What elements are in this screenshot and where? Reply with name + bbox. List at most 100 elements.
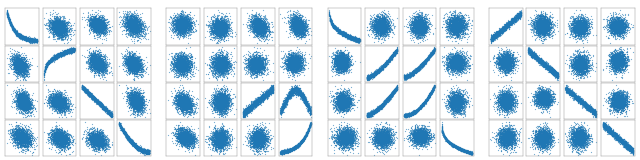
Point xyxy=(16,140,26,143)
Point xyxy=(124,64,134,66)
Point xyxy=(365,113,375,115)
Point xyxy=(616,102,626,105)
Point xyxy=(442,62,452,65)
Point xyxy=(45,132,55,135)
Point xyxy=(45,99,55,101)
Point xyxy=(424,97,434,100)
Point xyxy=(417,104,428,107)
Point xyxy=(502,142,512,144)
Point xyxy=(334,102,344,104)
Point xyxy=(89,97,99,99)
Point xyxy=(424,95,434,97)
Point xyxy=(331,68,341,70)
Point xyxy=(179,18,189,21)
Point xyxy=(611,101,621,104)
Point xyxy=(504,131,514,133)
Point xyxy=(134,98,144,101)
Point xyxy=(176,29,186,32)
Point xyxy=(341,102,351,104)
Point xyxy=(379,65,389,67)
Point xyxy=(529,101,540,103)
Point xyxy=(127,35,138,37)
Point xyxy=(618,24,628,26)
Point xyxy=(543,91,554,93)
Point xyxy=(128,30,138,32)
Point xyxy=(549,71,559,74)
Point xyxy=(93,59,103,61)
Point xyxy=(67,49,77,52)
Point xyxy=(18,107,28,110)
Point xyxy=(428,50,438,53)
Point xyxy=(416,27,426,29)
Point xyxy=(265,87,275,89)
Point xyxy=(373,31,383,34)
Point xyxy=(238,110,248,113)
Point xyxy=(6,25,17,27)
Point xyxy=(60,51,70,53)
Point xyxy=(42,65,52,68)
Point xyxy=(415,65,425,68)
Point xyxy=(212,139,223,141)
Point xyxy=(491,33,501,36)
Point xyxy=(141,150,151,152)
Point xyxy=(92,100,102,103)
Point xyxy=(334,98,344,100)
Point xyxy=(579,19,589,22)
Point xyxy=(619,27,629,30)
Point xyxy=(451,59,461,61)
Point xyxy=(259,140,269,142)
Point xyxy=(405,75,415,77)
Point xyxy=(249,62,259,65)
Point xyxy=(21,99,31,102)
Point xyxy=(217,58,227,61)
Point xyxy=(178,98,188,101)
Point xyxy=(610,24,620,27)
Point xyxy=(620,142,630,145)
Point xyxy=(131,17,141,19)
Point xyxy=(423,128,433,130)
Point xyxy=(507,21,517,24)
Point xyxy=(28,37,38,40)
Point xyxy=(531,29,541,32)
Point xyxy=(173,113,184,115)
Point xyxy=(54,27,64,29)
Point xyxy=(58,104,68,106)
Point xyxy=(182,136,192,138)
Point xyxy=(141,153,152,156)
Point xyxy=(368,110,378,113)
Point xyxy=(457,148,467,151)
Point xyxy=(184,99,194,101)
Point xyxy=(93,63,103,65)
Point xyxy=(213,28,223,31)
Point xyxy=(391,50,401,52)
Point xyxy=(414,142,424,144)
Point xyxy=(119,131,129,134)
Point xyxy=(503,25,513,28)
Point xyxy=(415,135,426,138)
Point xyxy=(141,150,151,152)
Point xyxy=(298,21,308,24)
Point xyxy=(238,112,248,114)
Point xyxy=(338,97,348,100)
Point xyxy=(124,16,134,19)
Point xyxy=(133,147,143,150)
Point xyxy=(589,110,599,112)
Point xyxy=(458,148,468,151)
Point xyxy=(11,103,21,106)
Point xyxy=(97,106,107,109)
Point xyxy=(488,33,499,36)
Point xyxy=(605,128,615,131)
Point xyxy=(410,24,420,27)
Point xyxy=(494,63,504,66)
Point xyxy=(326,19,336,21)
Point xyxy=(587,111,597,113)
Point xyxy=(427,53,437,55)
Point xyxy=(383,31,394,33)
Point xyxy=(280,99,290,102)
Point xyxy=(584,18,595,20)
Point xyxy=(214,99,224,102)
Point xyxy=(465,55,475,57)
Point xyxy=(506,94,516,97)
Point xyxy=(611,67,621,70)
Point xyxy=(532,59,543,62)
